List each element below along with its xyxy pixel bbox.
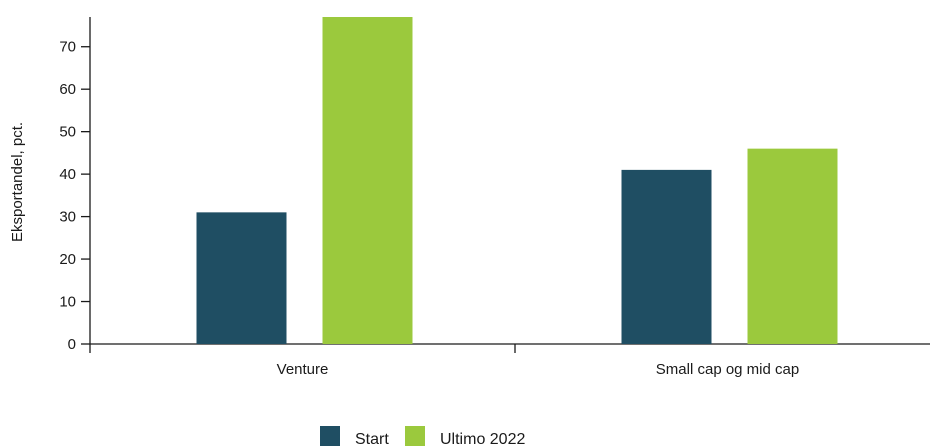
legend-label: Ultimo 2022 <box>440 431 525 448</box>
y-tick-label: 30 <box>59 209 76 226</box>
y-tick-label: 20 <box>59 251 76 268</box>
y-tick-label: 0 <box>68 336 76 353</box>
legend-label: Start <box>355 431 389 448</box>
legend: Start Ultimo 2022 <box>320 426 525 448</box>
y-tick-label: 70 <box>59 39 76 56</box>
y-tick-label: 10 <box>59 294 76 311</box>
bar-start-2 <box>621 169 712 344</box>
y-tick-label: 60 <box>59 81 76 98</box>
y-axis-title: Eksportandel, pct. <box>9 122 26 242</box>
y-axis: 0 10 20 30 40 50 60 70 <box>59 17 91 353</box>
x-category-label: Venture <box>277 361 329 378</box>
x-axis: Venture Small cap og mid cap <box>90 343 930 378</box>
legend-swatch <box>320 426 340 446</box>
y-tick-label: 50 <box>59 124 76 141</box>
x-category-label: Small cap og mid cap <box>656 361 799 378</box>
bars <box>196 17 838 344</box>
bar-ultimo-2022-1 <box>322 17 413 344</box>
bar-ultimo-2022-2 <box>747 148 838 344</box>
bar-start-1 <box>196 212 287 344</box>
y-tick-label: 40 <box>59 166 76 183</box>
legend-swatch <box>405 426 425 446</box>
